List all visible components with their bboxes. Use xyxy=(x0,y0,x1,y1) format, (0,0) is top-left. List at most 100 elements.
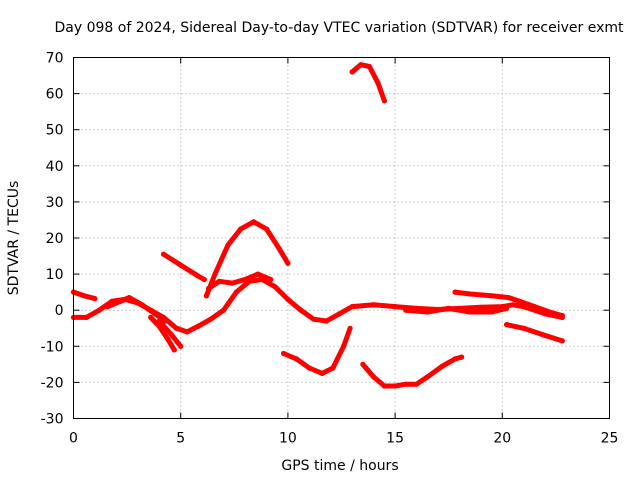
data-point xyxy=(371,302,377,308)
data-point xyxy=(347,325,353,331)
data-point xyxy=(173,325,179,331)
x-tick-label: 5 xyxy=(176,431,185,447)
x-tick-label: 10 xyxy=(279,431,297,447)
data-point xyxy=(559,313,565,319)
data-point xyxy=(148,314,154,320)
data-point xyxy=(403,307,409,313)
data-point xyxy=(178,343,184,349)
data-point xyxy=(371,374,377,380)
x-tick-label: 20 xyxy=(493,431,511,447)
y-axis-label: SDTVAR / TECUs xyxy=(6,181,22,296)
data-point xyxy=(452,289,458,295)
data-point xyxy=(446,305,452,311)
data-point xyxy=(212,271,218,277)
data-point xyxy=(293,356,300,362)
data-point xyxy=(178,262,184,268)
data-point xyxy=(323,318,330,324)
x-tick-label: 25 xyxy=(601,431,619,447)
series-arc-9 xyxy=(281,325,353,376)
data-point xyxy=(403,381,409,387)
data-point xyxy=(336,311,342,317)
data-point xyxy=(139,302,145,308)
y-tick-label: 20 xyxy=(46,231,64,247)
data-point xyxy=(531,304,538,310)
data-point xyxy=(392,304,398,310)
data-point xyxy=(392,383,398,389)
data-point xyxy=(424,309,430,315)
y-tick-label: 0 xyxy=(55,303,64,319)
data-point xyxy=(160,251,167,257)
data-point xyxy=(118,298,124,304)
data-point xyxy=(542,332,548,339)
data-point xyxy=(285,296,291,302)
data-point xyxy=(319,370,325,376)
y-tick-label: 10 xyxy=(46,267,64,283)
data-point xyxy=(233,289,239,295)
data-series xyxy=(70,62,565,389)
y-tick-label: 60 xyxy=(46,87,64,103)
data-point xyxy=(424,374,430,380)
data-point xyxy=(349,69,355,75)
data-point xyxy=(206,285,212,292)
data-point xyxy=(516,298,523,304)
data-point xyxy=(203,293,209,299)
data-point xyxy=(201,276,207,283)
y-tick-label: 70 xyxy=(46,51,64,67)
data-point xyxy=(439,363,445,369)
data-point xyxy=(559,338,565,344)
data-point xyxy=(81,293,87,299)
data-point xyxy=(381,98,387,104)
y-tick-label: 50 xyxy=(46,123,64,139)
series-arc-3 xyxy=(105,295,169,324)
data-point xyxy=(330,365,336,371)
data-point xyxy=(229,280,235,286)
data-point xyxy=(276,246,282,252)
y-tick-label: -30 xyxy=(41,412,64,428)
data-point xyxy=(163,318,169,324)
data-point xyxy=(506,295,512,301)
y-tick-label: -20 xyxy=(41,375,64,391)
data-point xyxy=(83,314,89,320)
data-point xyxy=(349,304,355,310)
data-point xyxy=(311,316,317,322)
series-arc-4 xyxy=(148,314,177,353)
data-point xyxy=(126,295,132,301)
data-point xyxy=(467,291,473,297)
y-tick-label: 40 xyxy=(46,159,64,175)
data-point xyxy=(358,62,364,68)
series-arc-6 xyxy=(161,251,207,282)
data-point xyxy=(510,302,516,308)
data-point xyxy=(452,356,458,362)
axis-ticks: 0 5 10 15 20 25 -30 -20 -10 0 10 20 30 40 50 60 70 xyxy=(41,51,619,447)
data-point xyxy=(255,271,261,277)
data-point xyxy=(281,350,287,357)
data-point xyxy=(341,343,347,349)
data-point xyxy=(208,316,214,322)
y-tick-label: 30 xyxy=(46,195,64,211)
series-arc-11 xyxy=(360,354,465,389)
data-point xyxy=(105,304,111,310)
data-point xyxy=(216,278,222,284)
data-point xyxy=(413,381,420,387)
data-point xyxy=(366,63,372,70)
data-point xyxy=(263,226,270,232)
data-point xyxy=(489,309,495,315)
x-axis-label: GPS time / hours xyxy=(281,458,398,474)
data-point xyxy=(272,284,278,290)
data-point xyxy=(169,332,175,339)
data-point xyxy=(225,242,231,248)
grid xyxy=(73,57,610,419)
x-tick-label: 0 xyxy=(69,431,78,447)
data-point xyxy=(285,260,291,266)
series-arc-12 xyxy=(452,289,565,319)
data-point xyxy=(489,293,495,299)
data-point xyxy=(152,311,158,317)
data-point xyxy=(478,304,484,310)
data-point xyxy=(165,336,171,342)
data-point xyxy=(504,322,510,328)
data-point xyxy=(306,365,312,371)
data-point xyxy=(467,309,473,315)
data-point xyxy=(546,309,553,315)
data-point xyxy=(96,307,102,313)
